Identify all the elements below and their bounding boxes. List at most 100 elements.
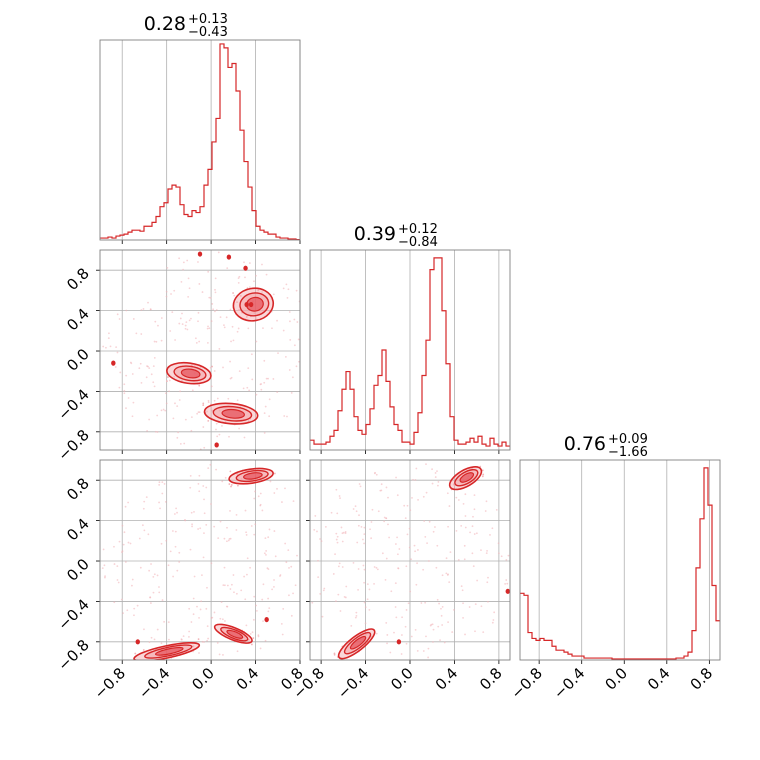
diag-2-title-plus: +0.09 xyxy=(608,432,648,447)
pair-2-1-scatter-point xyxy=(443,641,446,644)
pair-2-1-scatter-point xyxy=(474,630,476,633)
pair-2-1-scatter-point xyxy=(441,605,444,608)
pair-2-1-scatter-point xyxy=(338,562,341,565)
diag-0-title-value: 0.28 xyxy=(144,13,186,35)
pair-2-1-scatter-point xyxy=(366,583,369,586)
pair-2-1-scatter-point xyxy=(449,551,452,554)
pair-2-0-scatter-point xyxy=(133,614,135,617)
pair-2-0-cluster-point xyxy=(228,483,231,485)
pair-2-1-scatter-point xyxy=(401,616,403,619)
pair-2-1-scatter-point xyxy=(468,606,471,608)
pair-2-1-scatter-point xyxy=(447,621,449,624)
pair-2-0-scatter-point xyxy=(261,598,264,601)
pair-1-0-scatter-point xyxy=(190,416,193,418)
pair-2-1-scatter-point xyxy=(415,583,418,586)
pair-2-1-scatter-point xyxy=(381,552,384,555)
pair-2-1-scatter-point xyxy=(475,532,478,535)
pair-2-0-scatter-point xyxy=(127,541,130,544)
pair-1-0-cluster-point xyxy=(202,402,205,405)
pair-2-0-scatter-point xyxy=(259,647,262,650)
pair-2-0-scatter-point xyxy=(174,530,177,533)
pair-1-0-scatter-point xyxy=(227,397,230,400)
pair-2-0-cluster-2 xyxy=(213,623,255,646)
pair-1-0-scatter-point xyxy=(208,327,211,330)
diag-2-frame xyxy=(519,459,721,661)
pair-2-0-scatter-point xyxy=(143,529,146,532)
pair-2-1-scatter-point xyxy=(335,532,338,535)
pair-1-0-scatter-point xyxy=(148,418,151,421)
pair-1-0-scatter-point xyxy=(206,410,208,413)
pair-2-0-scatter-point xyxy=(263,552,266,555)
pair-2-1-scatter-point xyxy=(352,508,355,510)
pair-2-1-scatter-point xyxy=(441,624,444,626)
pair-2-1-scatter-point xyxy=(356,541,359,544)
pair-2-1-scatter-point xyxy=(434,472,437,474)
pair-1-0-scatter-point xyxy=(214,277,217,280)
pair-1-0-scatter-point xyxy=(152,381,155,384)
pair-2-1-scatter-point xyxy=(403,504,406,507)
pair-2-0-scatter-point xyxy=(284,542,287,545)
pair-2-1-scatter-point xyxy=(364,622,367,625)
pair-2-1-scatter-point xyxy=(472,515,474,518)
diag-2-bin-5 xyxy=(540,638,544,660)
diag-2-plot-area xyxy=(520,467,720,660)
pair-2-1-xtick-label-3: 0.4 xyxy=(432,664,462,694)
diag-1-title: 0.39 +0.12−0.84 xyxy=(354,222,438,250)
pair-1-0-cluster-point xyxy=(198,384,201,387)
pair-2-1-scatter-point xyxy=(383,516,386,519)
pair-2-1-scatter-point xyxy=(363,533,366,536)
pair-2-1-cluster-point xyxy=(482,473,485,476)
pair-2-1-scatter-point xyxy=(505,558,508,561)
pair-2-1-scatter-point xyxy=(414,628,417,631)
pair-1-0-scatter-point xyxy=(147,301,149,304)
pair-2-1-scatter-point xyxy=(357,524,360,527)
pair-2-0-scatter-point xyxy=(285,561,288,564)
pair-2-0-ytick-label-0: −0.8 xyxy=(54,636,92,674)
pair-2-0-scatter-point xyxy=(139,566,142,569)
diag-1-step-line xyxy=(310,257,510,447)
pair-1-0-scatter-point xyxy=(297,338,300,341)
pair-2-1-scatter-point xyxy=(505,579,508,581)
pair-2-1-scatter-point xyxy=(404,517,407,520)
pair-2-1-scatter-point xyxy=(408,527,411,530)
pair-2-0-scatter-point xyxy=(148,569,151,572)
pair-2-0-scatter-point xyxy=(264,639,267,642)
pair-2-0-scatter-point xyxy=(224,476,227,479)
pair-2-1-scatter-point xyxy=(317,559,319,562)
pair-2-0-scatter-point xyxy=(176,511,178,514)
pair-1-0-scatter-point xyxy=(142,308,145,310)
pair-2-1-scatter-point xyxy=(388,536,390,539)
pair-1-0-scatter-point xyxy=(265,273,268,276)
pair-2-0-scatter-point xyxy=(279,575,281,577)
pair-1-0-scatter-point xyxy=(209,297,212,299)
pair-1-0-scatter-point xyxy=(146,365,148,367)
pair-2-1-scatter-point xyxy=(406,504,409,507)
pair-1-0-scatter-point xyxy=(179,317,182,320)
pair-1-0-scatter-point xyxy=(277,352,279,355)
pair-2-0-scatter-point xyxy=(273,530,276,532)
pair-2-0-scatter-point xyxy=(207,467,210,470)
pair-1-0-scatter-point xyxy=(109,345,112,348)
pair-1-0-scatter-point xyxy=(232,339,235,342)
pair-1-0-contour-inner xyxy=(221,408,245,419)
pair-2-0-scatter-point xyxy=(262,620,264,622)
diag-1-bin-23 xyxy=(402,442,406,450)
pair-2-0-scatter-point xyxy=(178,551,181,554)
pair-2-1-scatter-point xyxy=(431,468,433,471)
pair-2-1-dense-point-1 xyxy=(505,588,510,594)
pair-1-0-scatter-point xyxy=(198,340,201,343)
pair-1-0-scatter-point xyxy=(263,359,266,362)
pair-2-1-scatter-point xyxy=(334,553,336,556)
pair-1-0-scatter-point xyxy=(145,376,148,379)
pair-2-0-scatter-point xyxy=(267,597,270,600)
pair-2-1-scatter-point xyxy=(427,560,430,562)
pair-2-1-scatter-point xyxy=(441,574,444,577)
diag-2-bin-6 xyxy=(544,640,548,660)
diag-1-title-minus: −0.84 xyxy=(398,235,438,250)
pair-2-1-scatter-point xyxy=(385,486,388,489)
pair-1-0-scatter-point xyxy=(282,329,285,332)
pair-2-1-scatter-point xyxy=(324,526,327,528)
pair-2-0-scatter-point xyxy=(121,550,124,553)
diag-2-title-minus: −1.66 xyxy=(608,445,648,460)
pair-2-1-scatter-point xyxy=(396,494,399,497)
